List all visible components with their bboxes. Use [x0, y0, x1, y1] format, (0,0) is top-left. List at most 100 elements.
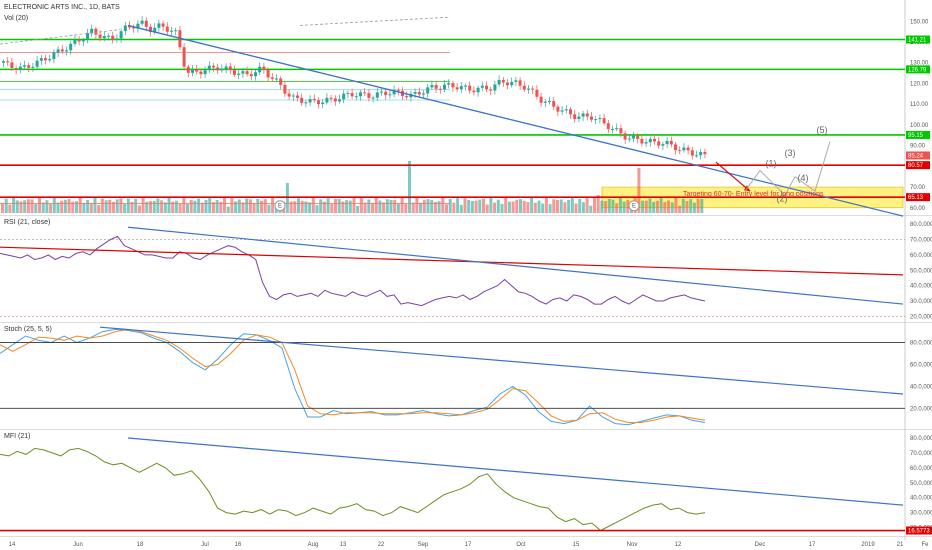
- x-axis-tick: Aug: [308, 542, 319, 548]
- candle-body: [611, 129, 614, 131]
- candle-body: [674, 144, 677, 151]
- candle-body: [459, 86, 463, 90]
- price-badge-label: 141.21: [908, 38, 927, 44]
- volume-bar: [652, 201, 656, 213]
- candle-body: [270, 77, 274, 79]
- candle-body: [703, 152, 707, 155]
- stoch-y-tick: 20.0,000: [910, 406, 932, 412]
- candle-body: [426, 87, 430, 94]
- rsi-y-tick: 40.0,000: [910, 284, 932, 290]
- price-badge-label: 126.79: [908, 67, 927, 73]
- candle-body: [224, 66, 228, 69]
- volume-bar: [637, 168, 641, 213]
- candle-body: [451, 83, 455, 88]
- candle-body: [10, 62, 14, 68]
- candle-body: [77, 40, 81, 42]
- volume-bar: [659, 197, 663, 213]
- candle-body: [539, 96, 543, 103]
- candle-body: [669, 140, 673, 145]
- rsi-y-tick: 30.0,000: [910, 299, 932, 305]
- volume-bar: [478, 199, 482, 213]
- volume-bar: [415, 197, 419, 213]
- x-axis-tick: Nov: [627, 542, 638, 548]
- volume-bar: [445, 204, 448, 213]
- stoch-label: Stoch (25, 5, 5): [4, 326, 52, 333]
- x-axis-tick: Jun: [73, 542, 83, 548]
- price-badge: [906, 193, 930, 202]
- candle-body: [329, 97, 333, 99]
- earnings-marker: [274, 200, 286, 212]
- volume-bar: [459, 204, 463, 213]
- volume-bar: [71, 201, 75, 213]
- stoch-pane-bg: [0, 325, 905, 428]
- candle-body: [506, 82, 509, 86]
- candle-body: [300, 97, 304, 103]
- volume-bar: [45, 200, 49, 213]
- volume-bar: [345, 200, 349, 213]
- candle-body: [590, 116, 593, 120]
- candle-body: [186, 66, 190, 73]
- candle-body: [657, 141, 661, 146]
- volume-bar: [41, 202, 45, 213]
- candle-body: [472, 90, 476, 93]
- volume-bar: [341, 201, 345, 213]
- x-axis-tick: 15: [573, 542, 580, 548]
- candle-body: [350, 93, 354, 97]
- candle-body: [543, 101, 547, 103]
- candle-body: [111, 35, 115, 40]
- volume-bar: [389, 199, 393, 213]
- candle-body: [149, 26, 152, 33]
- volume-bar: [260, 200, 263, 213]
- candle-body: [325, 97, 329, 103]
- candle-body: [69, 43, 73, 51]
- volume-bar: [152, 200, 156, 213]
- wave-label: (3): [785, 148, 796, 158]
- volume-bar: [530, 197, 534, 213]
- candle-body: [380, 91, 383, 93]
- candle-body: [388, 94, 392, 96]
- candle-body: [140, 20, 144, 24]
- candle-body: [354, 96, 358, 98]
- volume-bar: [467, 199, 471, 213]
- volume-bar: [30, 199, 34, 213]
- volume-bar: [578, 198, 582, 213]
- candle-body: [577, 116, 581, 119]
- volume-bar: [544, 197, 548, 213]
- candle-body: [65, 50, 68, 52]
- volume-bar: [189, 199, 193, 213]
- candle-body: [569, 109, 572, 115]
- price-badge-label: 80.57: [908, 163, 924, 169]
- rsi-y-tick: 60.0,000: [910, 253, 932, 259]
- volume-bar: [567, 199, 571, 213]
- mfi-y-tick: 40.0,000: [910, 496, 932, 502]
- candle-body: [220, 68, 224, 71]
- candle-body: [363, 92, 367, 94]
- volume-bar: [441, 197, 445, 213]
- mfi-badge-label: 16.5773: [908, 529, 930, 535]
- candle-body: [682, 147, 686, 151]
- candle-body: [52, 52, 56, 60]
- candle-body: [2, 61, 5, 63]
- mfi-pane-bg: [0, 432, 905, 535]
- candle-body: [312, 99, 316, 101]
- price-badge: [906, 151, 930, 160]
- volume-bar: [171, 201, 175, 213]
- volume-bar: [112, 201, 115, 213]
- volume-bar: [678, 205, 682, 213]
- candle-body: [132, 27, 136, 29]
- volume-bar: [82, 202, 86, 213]
- volume-bar: [422, 200, 426, 213]
- volume-bar: [234, 201, 238, 213]
- candle-body: [480, 85, 484, 88]
- candle-body: [203, 70, 207, 75]
- candle-body: [115, 38, 119, 40]
- volume-bar: [337, 198, 341, 213]
- rsi-y-tick: 70.0,000: [910, 238, 932, 244]
- candle-body: [245, 71, 249, 75]
- volume-bar: [411, 202, 415, 213]
- price-y-tick: 110.00: [910, 102, 929, 108]
- candle-body: [237, 73, 241, 75]
- volume-bar: [456, 198, 460, 213]
- x-axis-tick: Fe: [921, 542, 929, 548]
